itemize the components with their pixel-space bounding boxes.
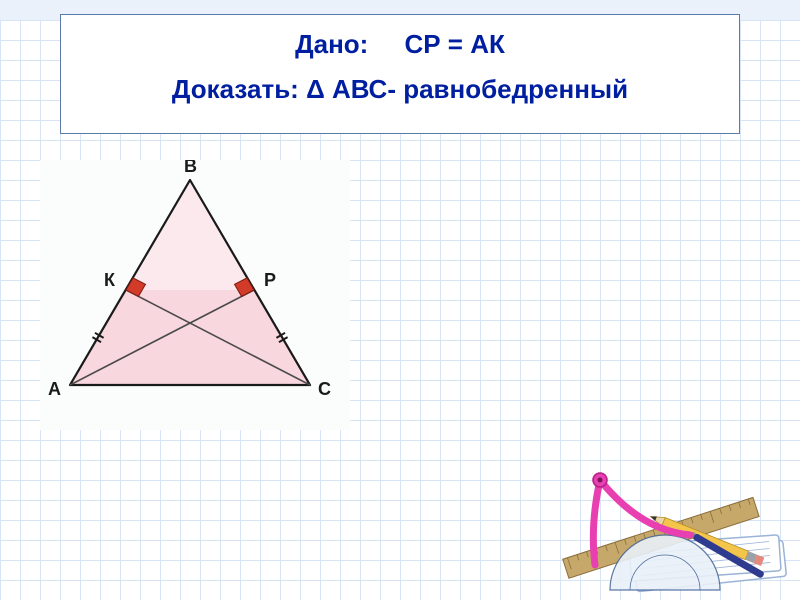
svg-text:В: В bbox=[184, 160, 197, 176]
svg-text:А: А bbox=[48, 379, 61, 399]
svg-text:К: К bbox=[104, 270, 116, 290]
given-label: Дано: bbox=[295, 29, 368, 59]
prove-line: Доказать: Δ АВС- равнобедренный bbox=[79, 74, 721, 105]
prove-label: Доказать: bbox=[172, 74, 299, 104]
svg-text:С: С bbox=[318, 379, 331, 399]
given-line: Дано: СР = АК bbox=[79, 29, 721, 60]
svg-text:Р: Р bbox=[264, 270, 276, 290]
given-expression: СР = АК bbox=[404, 29, 504, 59]
geometry-figure: А В С К Р bbox=[40, 160, 350, 430]
prove-text: Δ АВС- равнобедренный bbox=[306, 74, 628, 104]
problem-box: Дано: СР = АК Доказать: Δ АВС- равнобедр… bbox=[60, 14, 740, 134]
